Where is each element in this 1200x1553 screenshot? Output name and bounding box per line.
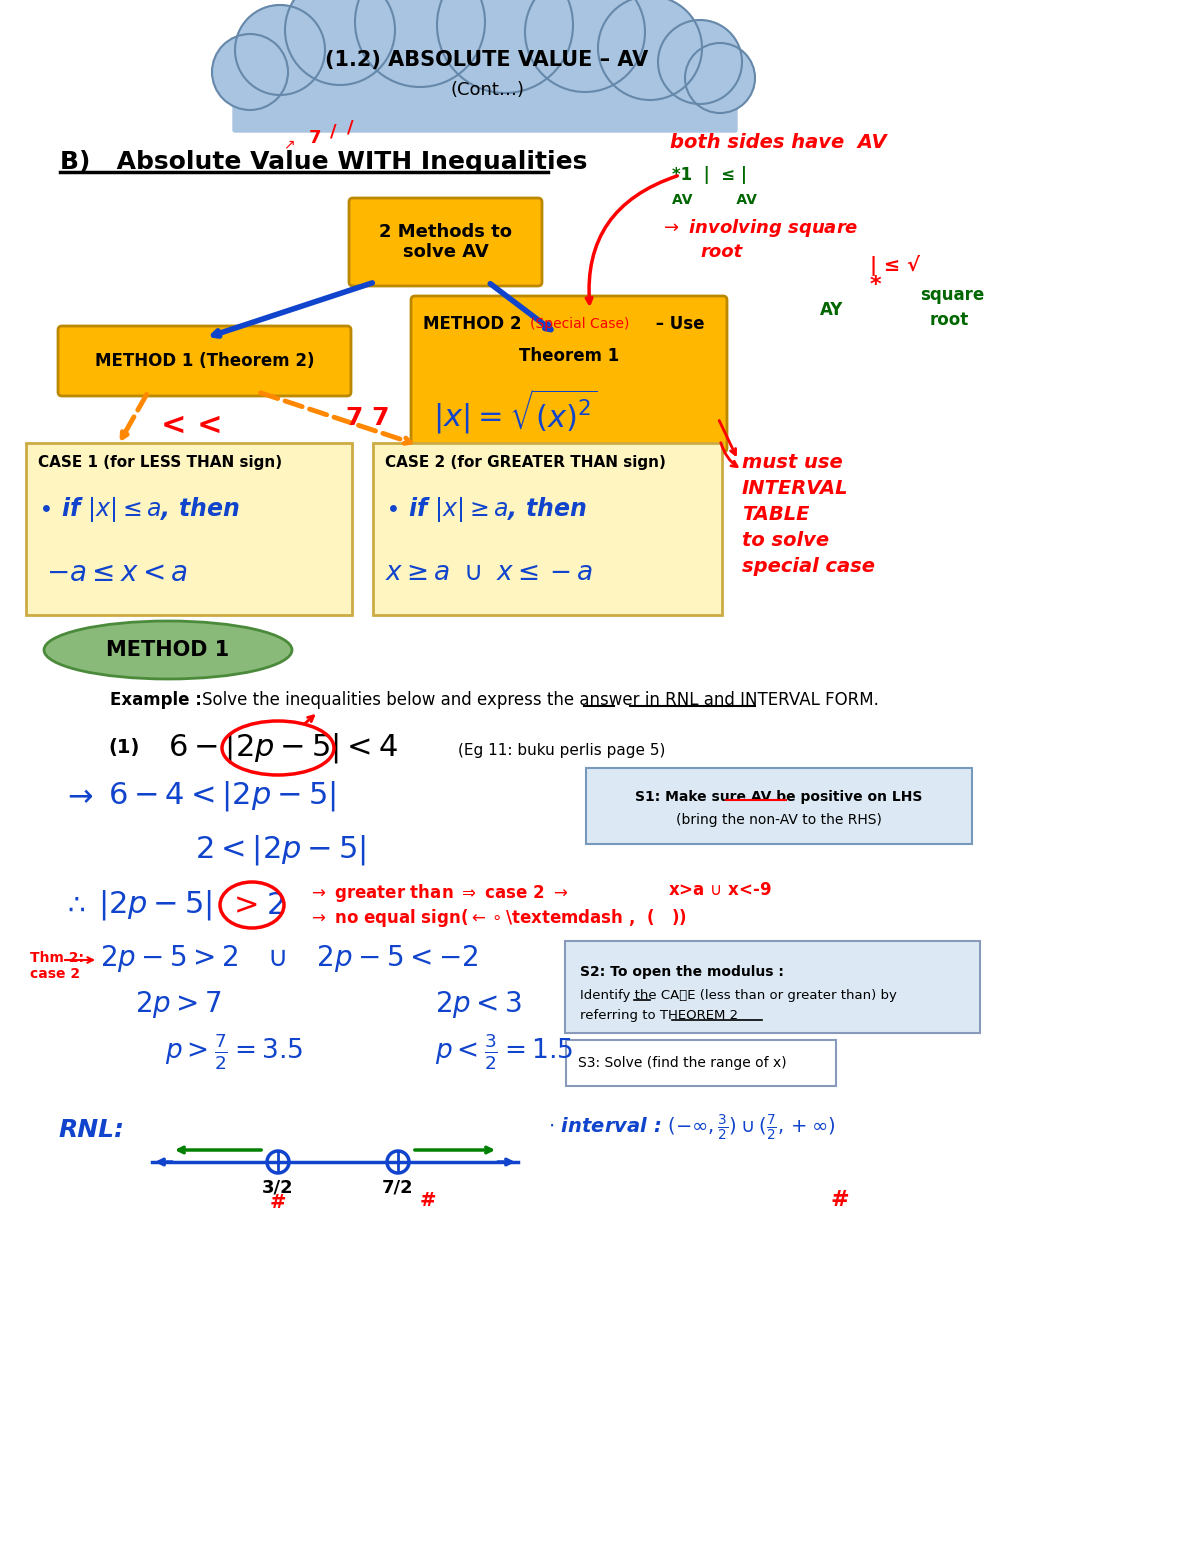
Text: $|2p-5|$: $|2p-5|$ bbox=[98, 888, 212, 922]
Text: B)   Absolute Value WITH Inequalities: B) Absolute Value WITH Inequalities bbox=[60, 151, 587, 174]
Text: $\rightarrow$ no equal sign($\leftarrow\circ$\textemdash ,  (   )): $\rightarrow$ no equal sign($\leftarrow\… bbox=[308, 907, 686, 929]
Ellipse shape bbox=[44, 621, 292, 679]
Text: Thm 2:: Thm 2: bbox=[30, 950, 84, 964]
FancyBboxPatch shape bbox=[373, 443, 722, 615]
Text: $p < \frac{3}{2}=1.5$: $p < \frac{3}{2}=1.5$ bbox=[436, 1031, 574, 1072]
Text: #: # bbox=[420, 1191, 437, 1210]
FancyBboxPatch shape bbox=[26, 443, 352, 615]
Text: METHOD 1 (Theorem 2): METHOD 1 (Theorem 2) bbox=[95, 353, 314, 370]
Text: root: root bbox=[700, 242, 743, 261]
Circle shape bbox=[526, 0, 646, 92]
Text: #: # bbox=[830, 1190, 850, 1210]
Text: x>a $\cup$ x<-9: x>a $\cup$ x<-9 bbox=[668, 881, 772, 899]
Text: $2p > 7$: $2p > 7$ bbox=[134, 989, 222, 1020]
Text: $\cdot$ interval : $(-\infty,\frac{3}{2}) \cup (\frac{7}{2},+\infty)$: $\cdot$ interval : $(-\infty,\frac{3}{2}… bbox=[548, 1114, 835, 1143]
Text: RNL:: RNL: bbox=[58, 1118, 124, 1141]
FancyBboxPatch shape bbox=[586, 769, 972, 843]
Circle shape bbox=[437, 0, 574, 93]
Text: 7: 7 bbox=[308, 129, 322, 148]
Text: (1.2) ABSOLUTE VALUE – AV: (1.2) ABSOLUTE VALUE – AV bbox=[325, 50, 649, 70]
Text: $\therefore$: $\therefore$ bbox=[62, 891, 85, 919]
Text: Solve the inequalities below and express the answer in RNL and INTERVAL FORM.: Solve the inequalities below and express… bbox=[202, 691, 878, 710]
Text: case 2: case 2 bbox=[30, 968, 80, 981]
Text: special case: special case bbox=[742, 556, 875, 576]
Circle shape bbox=[685, 43, 755, 113]
Text: $|x| = \sqrt{(x)^2}$: $|x| = \sqrt{(x)^2}$ bbox=[433, 388, 598, 436]
Text: AV         AV: AV AV bbox=[672, 193, 757, 207]
Text: *: * bbox=[870, 275, 882, 295]
Text: /: / bbox=[330, 123, 336, 141]
Text: S3: Solve (find the range of x): S3: Solve (find the range of x) bbox=[578, 1056, 787, 1070]
Circle shape bbox=[658, 20, 742, 104]
Text: $2 < |2p-5|$: $2 < |2p-5|$ bbox=[194, 832, 366, 867]
FancyBboxPatch shape bbox=[58, 326, 352, 396]
Text: METHOD 1: METHOD 1 bbox=[107, 640, 229, 660]
Text: (1): (1) bbox=[108, 739, 139, 758]
Text: to solve: to solve bbox=[742, 531, 829, 550]
Text: – Use: – Use bbox=[650, 315, 704, 332]
Text: $2$: $2$ bbox=[266, 890, 284, 919]
Text: 7 7: 7 7 bbox=[347, 405, 390, 430]
Text: (Special Case): (Special Case) bbox=[530, 317, 629, 331]
Text: #: # bbox=[270, 1193, 287, 1211]
Text: both sides have  AV: both sides have AV bbox=[670, 132, 887, 152]
FancyBboxPatch shape bbox=[233, 65, 737, 132]
Text: $2p < 3$: $2p < 3$ bbox=[436, 989, 522, 1020]
Text: $>$: $>$ bbox=[228, 890, 258, 919]
Text: Identify the CAᗪE (less than or greater than) by: Identify the CAᗪE (less than or greater … bbox=[580, 989, 896, 1002]
FancyBboxPatch shape bbox=[349, 197, 542, 286]
Text: $\nearrow$: $\nearrow$ bbox=[281, 138, 295, 152]
FancyBboxPatch shape bbox=[566, 1041, 836, 1086]
Text: < <: < < bbox=[161, 410, 223, 439]
Text: CASE 1 (for LESS THAN sign): CASE 1 (for LESS THAN sign) bbox=[38, 455, 282, 471]
Text: S1: Make sure AV be positive on LHS: S1: Make sure AV be positive on LHS bbox=[635, 790, 923, 804]
Text: $p > \frac{7}{2}=3.5$: $p > \frac{7}{2}=3.5$ bbox=[166, 1031, 304, 1072]
Text: $6-|2p-5|<4$: $6-|2p-5|<4$ bbox=[168, 731, 398, 766]
Text: *1  |  ≤ |: *1 | ≤ | bbox=[672, 166, 746, 183]
Text: $\bullet$ if $|x| \leq a$, then: $\bullet$ if $|x| \leq a$, then bbox=[38, 495, 240, 525]
Text: CASE 2 (for GREATER THAN sign): CASE 2 (for GREATER THAN sign) bbox=[385, 455, 666, 471]
Text: $\rightarrow$: $\rightarrow$ bbox=[62, 781, 94, 811]
Text: S2: To open the modulus :: S2: To open the modulus : bbox=[580, 964, 784, 978]
Text: Example :: Example : bbox=[110, 691, 202, 710]
Text: METHOD 2: METHOD 2 bbox=[424, 315, 527, 332]
Circle shape bbox=[235, 5, 325, 95]
Text: AY: AY bbox=[820, 301, 844, 318]
Text: $-a \leq x < a$: $-a \leq x < a$ bbox=[46, 559, 188, 587]
Text: (Eg 11: buku perlis page 5): (Eg 11: buku perlis page 5) bbox=[458, 742, 665, 758]
Text: must use: must use bbox=[742, 452, 842, 472]
Text: $2p-5 > 2$   $\cup$   $2p-5 < -2$: $2p-5 > 2$ $\cup$ $2p-5 < -2$ bbox=[100, 943, 478, 974]
FancyBboxPatch shape bbox=[565, 941, 980, 1033]
Text: INTERVAL: INTERVAL bbox=[742, 478, 848, 497]
Text: 3/2: 3/2 bbox=[262, 1179, 294, 1196]
Text: $\rightarrow$ involving square: $\rightarrow$ involving square bbox=[660, 217, 858, 239]
Text: $\rightarrow$ greater than $\Rightarrow$ case 2 $\rightarrow$: $\rightarrow$ greater than $\Rightarrow$… bbox=[308, 882, 569, 904]
Text: square: square bbox=[920, 286, 984, 304]
Circle shape bbox=[355, 0, 485, 87]
Text: 7/2: 7/2 bbox=[382, 1179, 414, 1196]
Text: Theorem 1: Theorem 1 bbox=[518, 346, 619, 365]
Circle shape bbox=[212, 34, 288, 110]
Text: (Cont…): (Cont…) bbox=[450, 81, 524, 99]
Text: $6-4 < |2p-5|$: $6-4 < |2p-5|$ bbox=[108, 780, 336, 814]
Text: root: root bbox=[930, 311, 970, 329]
Text: /: / bbox=[347, 118, 353, 137]
Text: referring to THEOREM 2: referring to THEOREM 2 bbox=[580, 1008, 738, 1022]
Circle shape bbox=[598, 0, 702, 99]
Text: (bring the non-AV to the RHS): (bring the non-AV to the RHS) bbox=[676, 814, 882, 828]
Text: $x \geq a \ \cup \ x \leq -a$: $x \geq a \ \cup \ x \leq -a$ bbox=[385, 561, 593, 585]
Circle shape bbox=[286, 0, 395, 85]
Text: $\bullet$ if $|x| \geq a$, then: $\bullet$ if $|x| \geq a$, then bbox=[385, 495, 587, 525]
FancyBboxPatch shape bbox=[410, 297, 727, 452]
Text: TABLE: TABLE bbox=[742, 505, 810, 523]
Text: 2 Methods to
solve AV: 2 Methods to solve AV bbox=[379, 222, 512, 261]
Text: | ≤ √: | ≤ √ bbox=[870, 255, 920, 275]
